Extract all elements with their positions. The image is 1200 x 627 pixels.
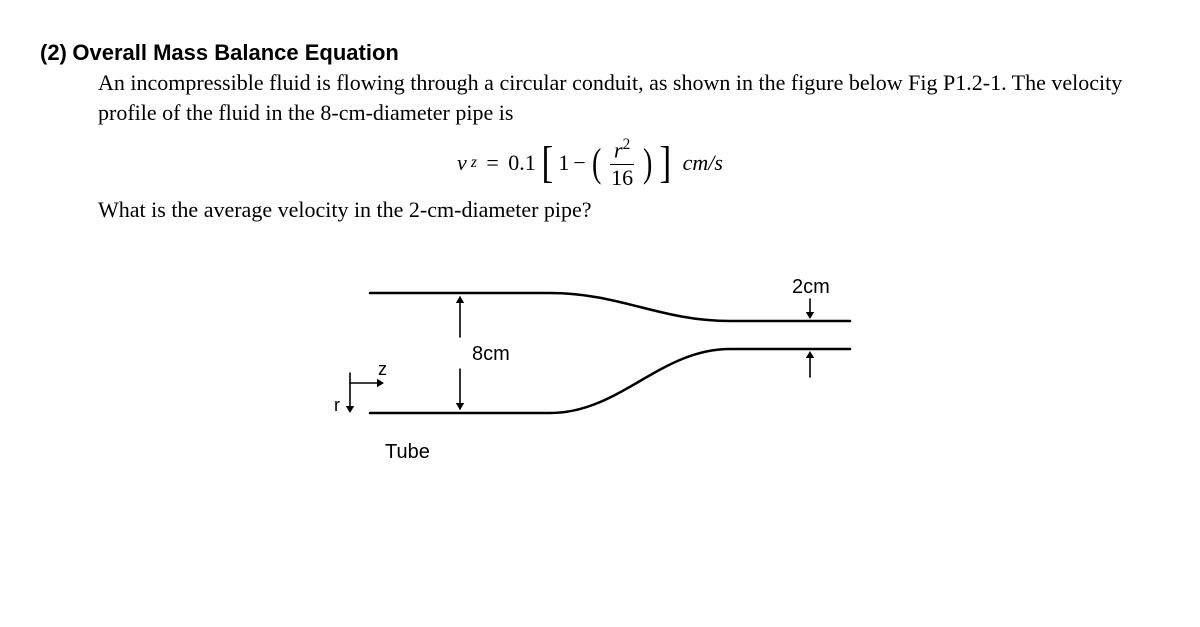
frac-num-var: r bbox=[614, 138, 623, 163]
problem-page: (2) Overall Mass Balance Equation An inc… bbox=[0, 0, 1200, 533]
left-paren-icon: ( bbox=[592, 147, 601, 179]
problem-number: (2) bbox=[40, 40, 67, 65]
svg-text:r: r bbox=[334, 395, 340, 415]
eq-equals: = bbox=[481, 150, 504, 176]
right-paren-icon: ) bbox=[643, 147, 652, 179]
svg-text:8cm: 8cm bbox=[472, 343, 510, 365]
question-text: What is the average velocity in the 2-cm… bbox=[98, 197, 1140, 223]
svg-text:Tube: Tube bbox=[385, 441, 430, 463]
svg-text:2cm: 2cm bbox=[792, 276, 830, 298]
section-heading: (2) Overall Mass Balance Equation bbox=[40, 40, 1140, 66]
figure-container: 8cm 2cm z r Tube bbox=[40, 253, 1140, 493]
eq-lhs-var: v bbox=[457, 150, 467, 176]
pipe-figure: 8cm 2cm z r Tube bbox=[310, 253, 870, 493]
eq-coef: 0.1 bbox=[508, 150, 536, 176]
frac-num-sup: 2 bbox=[623, 136, 631, 153]
eq-lhs-sub: z bbox=[471, 154, 477, 172]
eq-units: cm/s bbox=[677, 150, 723, 176]
velocity-equation: vz = 0.1 [ 1 − ( r2 16 ) ] cm/s bbox=[40, 137, 1140, 188]
svg-text:z: z bbox=[378, 359, 387, 379]
frac-den: 16 bbox=[607, 165, 637, 189]
problem-statement: An incompressible fluid is flowing throu… bbox=[98, 68, 1140, 127]
eq-one: 1 bbox=[558, 150, 569, 176]
section-title: Overall Mass Balance Equation bbox=[72, 40, 398, 65]
eq-minus: − bbox=[573, 150, 585, 176]
right-bracket-icon: ] bbox=[660, 145, 672, 180]
eq-fraction: r2 16 bbox=[607, 137, 637, 188]
left-bracket-icon: [ bbox=[541, 145, 553, 180]
